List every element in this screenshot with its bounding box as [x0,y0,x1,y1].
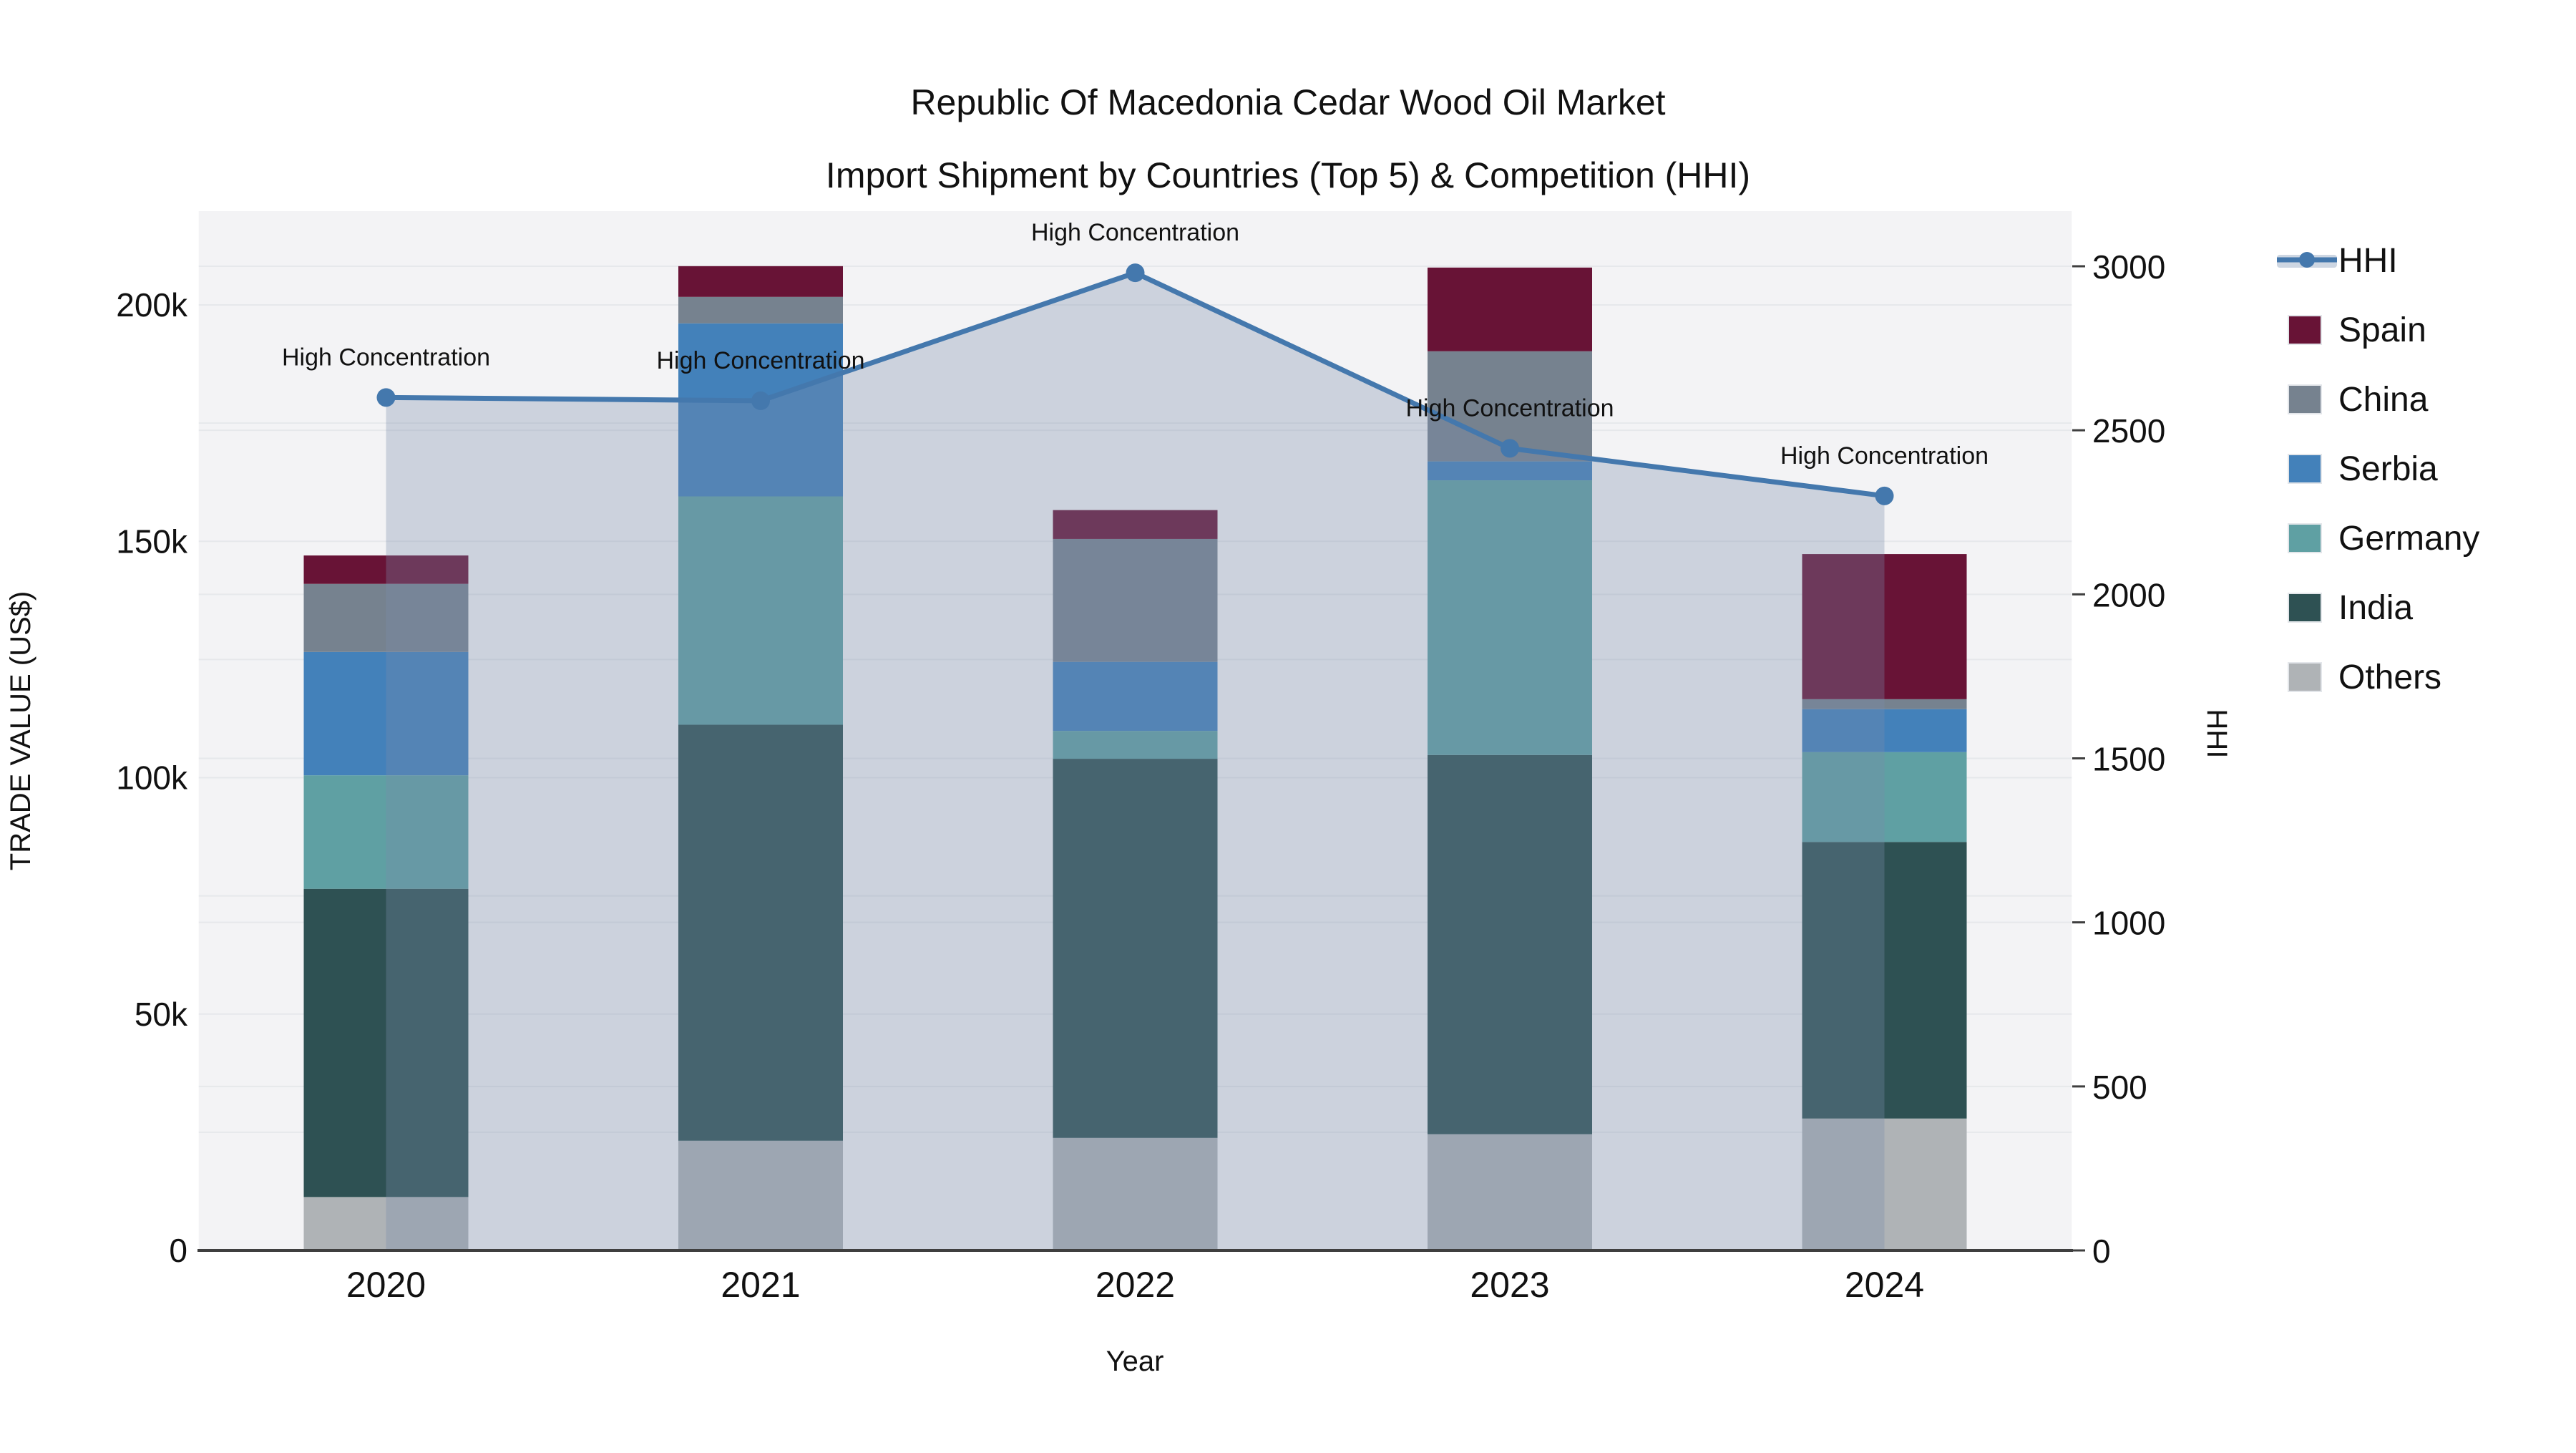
bar-segment-india-2024[interactable] [1802,842,1967,1119]
bar-segment-india-2023[interactable] [1428,754,1592,1134]
legend-swatch-others [2288,662,2322,692]
y-left-tick-label: 150k [116,523,188,560]
y-right-tick-label: 2000 [2092,576,2165,613]
bar-segment-germany-2020[interactable] [303,775,469,889]
legend-label-germany: Germany [2338,520,2479,558]
y-left-tick-label: 100k [116,759,188,797]
chart-title-line1: Republic Of Macedonia Cedar Wood Oil Mar… [910,82,1665,122]
hhi-legend-marker [2299,252,2315,268]
y-left-tick-label: 200k [116,286,188,324]
annotation-high-concentration-2023: High Concentration [1405,394,1614,422]
y-left-tick-labels: 0 50k 100k 150k 200k [116,286,188,1269]
bar-segment-germany-2023[interactable] [1428,480,1592,755]
bar-segment-india-2020[interactable] [303,888,469,1197]
annotation-high-concentration-2020: High Concentration [282,344,490,371]
hhi-marker-2023[interactable] [1501,439,1519,458]
bar-segment-others-2020[interactable] [303,1197,469,1250]
bar-segment-others-2021[interactable] [678,1140,843,1250]
y-right-tick-label: 1500 [2092,741,2165,778]
bar-segment-spain-2020[interactable] [303,555,469,584]
hhi-marker-2020[interactable] [376,388,396,407]
bar-segment-serbia-2020[interactable] [303,651,469,776]
bar-segment-serbia-2022[interactable] [1053,661,1218,732]
bar-segment-spain-2022[interactable] [1053,510,1218,539]
y-right-tick-labels: 0 500 1000 1500 2000 2500 3000 [2072,248,2165,1270]
legend-swatch-germany [2288,523,2322,553]
legend-item-india[interactable]: India [2288,589,2413,627]
legend-item-hhi[interactable]: HHI [2277,242,2398,280]
x-tick-label-2020: 2020 [346,1265,426,1305]
legend-swatch-spain [2288,315,2322,345]
x-tick-label-2024: 2024 [1845,1265,1924,1305]
y-right-axis-title: HHI [2201,709,2233,759]
bar-segment-germany-2024[interactable] [1802,752,1967,842]
bar-segment-spain-2023[interactable] [1428,267,1592,351]
legend-label-hhi: HHI [2338,242,2398,280]
bar-segment-china-2020[interactable] [303,583,469,652]
hhi-area-fill [386,273,1885,1251]
x-tick-label-2021: 2021 [721,1265,800,1305]
bar-segment-others-2022[interactable] [1053,1137,1218,1250]
hhi-marker-2022[interactable] [1126,263,1145,283]
y-right-tick-label: 500 [2092,1069,2147,1106]
annotation-high-concentration-2024: High Concentration [1780,442,1989,470]
legend-item-others[interactable]: Others [2288,659,2441,696]
legend-item-serbia[interactable]: Serbia [2288,450,2438,488]
legend-item-china[interactable]: China [2288,381,2429,419]
bar-segment-china-2022[interactable] [1053,538,1218,662]
legend-label-serbia: Serbia [2338,450,2438,488]
y-left-tick-label: 50k [135,996,188,1033]
bar-segment-india-2021[interactable] [678,724,843,1141]
legend-item-spain[interactable]: Spain [2288,311,2426,349]
annotations-group: High Concentration High Concentration High… [282,219,1989,470]
bar-segment-china-2024[interactable] [1802,699,1967,709]
legend-label-india: India [2338,589,2413,627]
bar-segment-others-2023[interactable] [1428,1134,1592,1250]
bar-segment-china-2021[interactable] [678,296,843,324]
y-right-tick-label: 0 [2092,1233,2111,1270]
hhi-marker-2021[interactable] [751,391,770,410]
chart-title-line2: Import Shipment by Countries (Top 5) & C… [826,155,1750,195]
y-right-tick-label: 3000 [2092,248,2165,286]
legend-item-germany[interactable]: Germany [2288,520,2479,558]
bar-segment-india-2022[interactable] [1053,759,1218,1138]
legend-swatch-india [2288,593,2322,623]
hhi-marker-2024[interactable] [1875,486,1894,505]
bar-segment-germany-2021[interactable] [678,496,843,725]
y-right-tick-label: 2500 [2092,412,2165,449]
legend-label-spain: Spain [2338,311,2426,349]
annotation-high-concentration-2022: High Concentration [1031,219,1239,246]
annotation-high-concentration-2021: High Concentration [656,347,864,374]
legend-swatch-serbia [2288,454,2322,484]
x-tick-labels: 2020 2021 2022 2023 2024 [346,1265,1924,1305]
x-tick-label-2022: 2022 [1096,1265,1175,1305]
x-axis-title: Year [1106,1346,1164,1377]
legend-label-others: Others [2338,659,2441,696]
bar-segment-germany-2022[interactable] [1053,731,1218,759]
bar-segment-serbia-2024[interactable] [1802,709,1967,752]
bar-series-group [303,266,1967,1250]
legend-label-china: China [2338,381,2429,419]
bar-segment-serbia-2023[interactable] [1428,461,1592,481]
hhi-line-group [376,263,1894,505]
y-right-tick-label: 1000 [2092,905,2165,942]
x-tick-label-2023: 2023 [1470,1265,1549,1305]
legend-swatch-china [2288,384,2322,414]
bar-segment-spain-2021[interactable] [678,266,843,297]
y-left-axis-title: TRADE VALUE (US$) [5,591,36,870]
bar-segment-spain-2024[interactable] [1802,554,1967,699]
hhi-area-group [386,273,1885,1251]
bar-segment-others-2024[interactable] [1802,1118,1967,1250]
legend: HHI Spain China Serbia Germany India Others [2277,242,2479,696]
y-left-tick-label: 0 [169,1232,187,1269]
